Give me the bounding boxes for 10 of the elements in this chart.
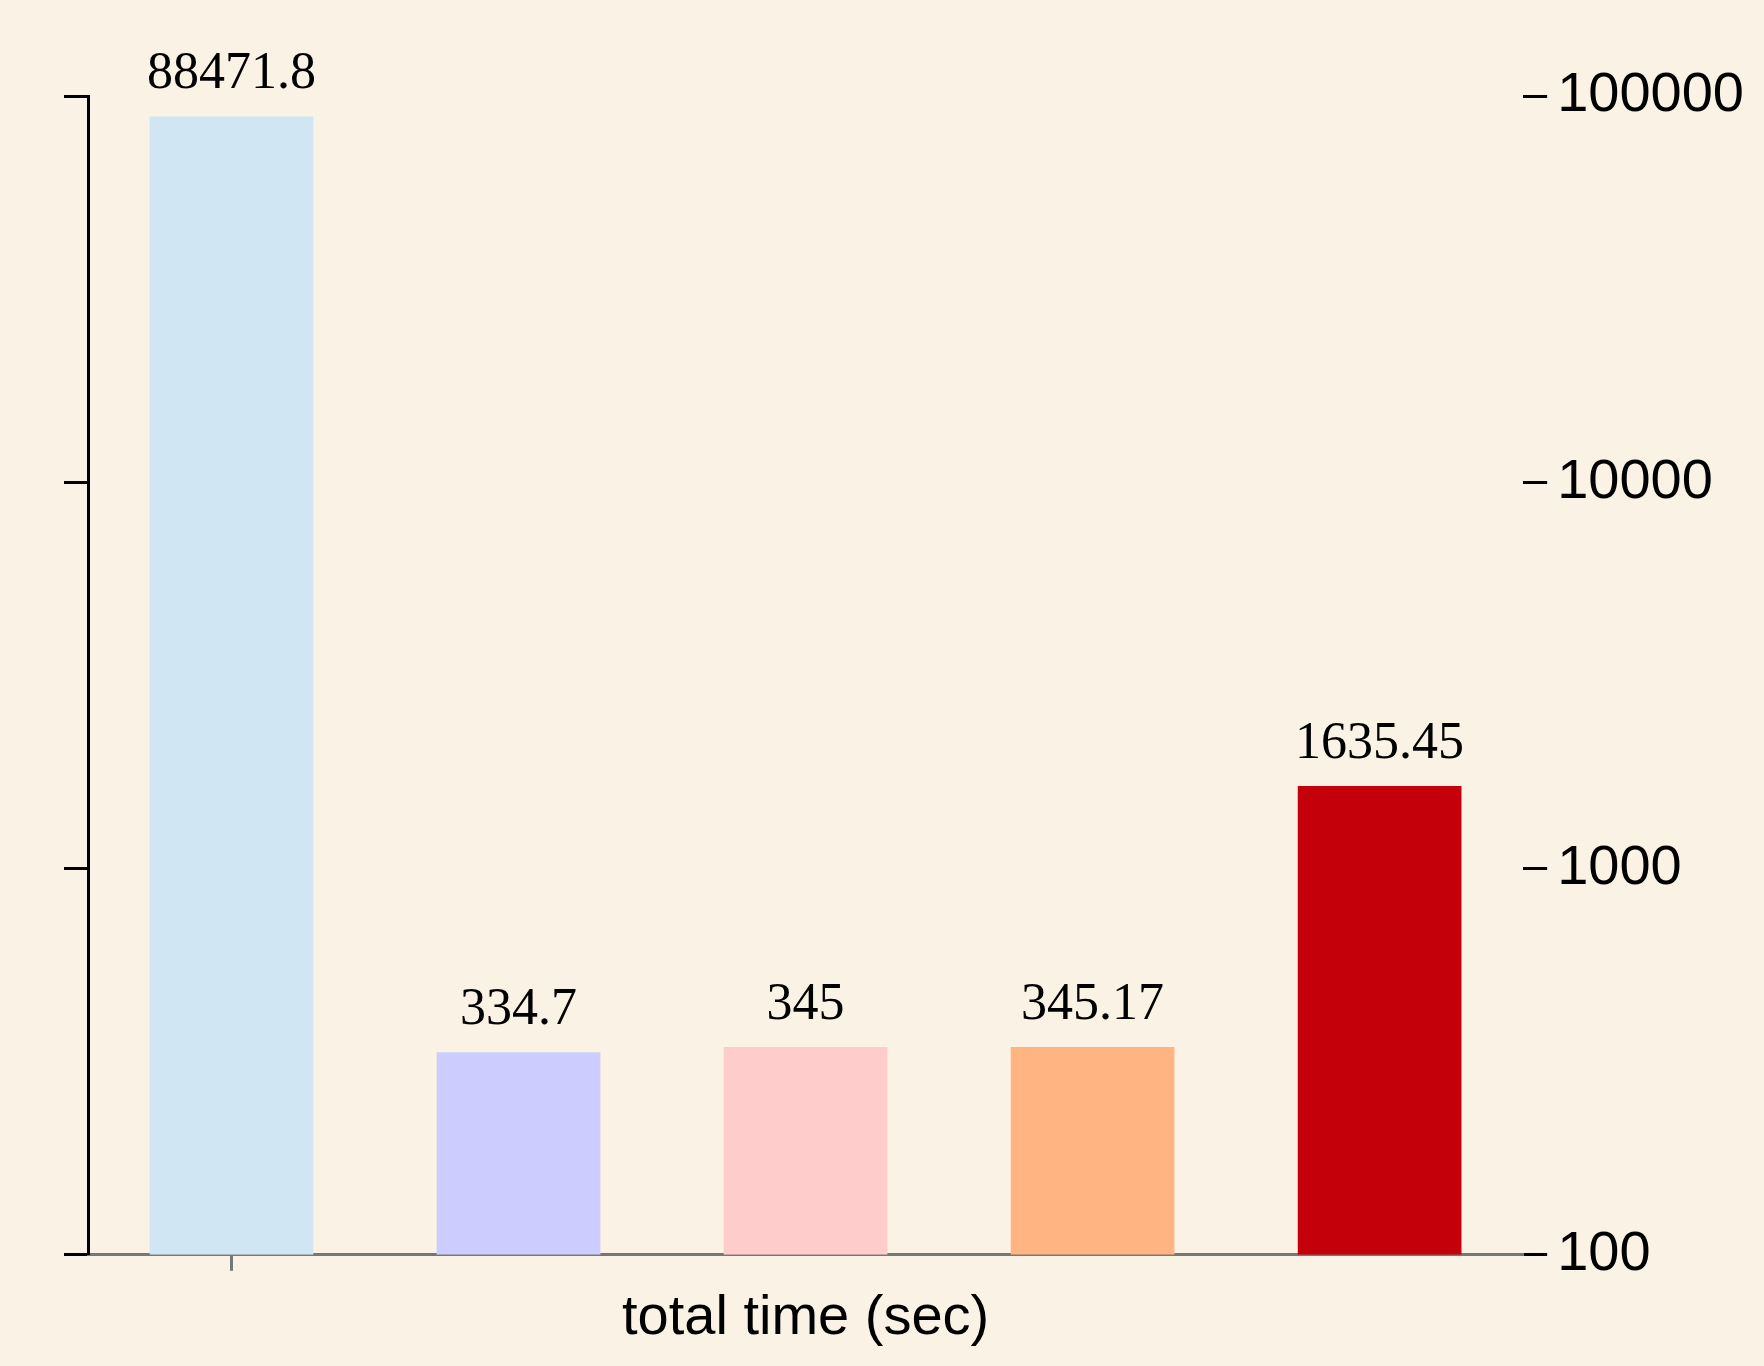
data-label: 88471.8	[147, 42, 317, 100]
x-axis-title: total time (sec)	[621, 1282, 990, 1346]
y-tick-label: 10000	[1557, 446, 1713, 510]
data-label: 1635.45	[1295, 711, 1465, 769]
data-label: 345	[766, 972, 845, 1030]
y-tick-label: 100000	[1557, 60, 1745, 124]
data-label: 345.17	[1021, 972, 1165, 1030]
y-tick-label: 100	[1557, 1219, 1651, 1283]
y-tick-label: 1000	[1557, 832, 1682, 896]
data-label: 334.7	[460, 977, 578, 1035]
